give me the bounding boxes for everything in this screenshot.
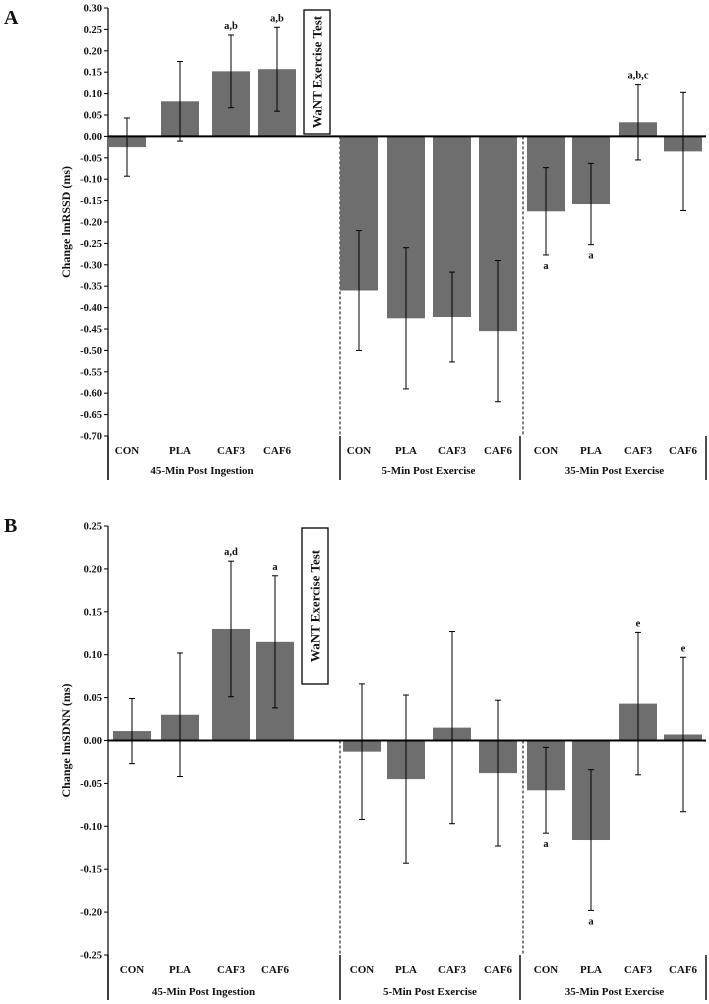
y-tick-label: 0.05 (84, 693, 102, 704)
category-label: CAF6 (261, 964, 290, 976)
category-label: CAF6 (263, 445, 292, 457)
y-tick-label: -0.65 (80, 410, 102, 421)
want-label: WaNT Exercise Test (308, 549, 323, 662)
category-label: CON (115, 445, 140, 457)
y-axis-title: Change lmSDNN (ms) (59, 683, 73, 797)
category-label: CAF3 (624, 445, 653, 457)
category-label: CON (120, 964, 145, 976)
y-tick-label: -0.20 (80, 908, 102, 919)
y-tick-label: -0.40 (80, 303, 102, 314)
significance-label: a,b (224, 21, 238, 32)
category-label: PLA (395, 445, 417, 457)
group-label: 35-Min Post Exercise (565, 465, 665, 477)
category-label: PLA (395, 964, 417, 976)
category-label: CAF6 (669, 445, 698, 457)
y-tick-label: -0.15 (80, 865, 102, 876)
category-label: PLA (169, 964, 191, 976)
y-tick-label: -0.70 (80, 432, 102, 443)
y-tick-label: 0.00 (84, 736, 102, 747)
category-label: PLA (580, 964, 602, 976)
group-label: 5-Min Post Exercise (383, 986, 477, 998)
y-tick-label: 0.25 (84, 522, 102, 533)
y-tick-label: -0.50 (80, 346, 102, 357)
category-label: CAF3 (217, 445, 246, 457)
y-tick-label: 0.30 (84, 4, 102, 15)
y-tick-label: -0.25 (80, 951, 102, 962)
y-axis-title: Change lmRSSD (ms) (59, 166, 73, 278)
y-tick-label: -0.60 (80, 389, 102, 400)
significance-label: a (543, 839, 549, 850)
panel-letter: A (4, 7, 19, 29)
category-label: CAF6 (669, 964, 698, 976)
y-tick-label: -0.35 (80, 282, 102, 293)
y-tick-label: -0.10 (80, 175, 102, 186)
significance-label: e (636, 618, 641, 629)
panel-letter: B (4, 515, 17, 537)
y-tick-label: -0.55 (80, 367, 102, 378)
category-label: CON (350, 964, 375, 976)
category-label: CAF6 (484, 964, 513, 976)
y-tick-label: -0.45 (80, 325, 102, 336)
y-tick-label: 0.15 (84, 607, 102, 618)
y-tick-label: -0.20 (80, 218, 102, 229)
category-label: CAF3 (438, 445, 467, 457)
y-tick-label: 0.00 (84, 132, 102, 143)
significance-label: a,b (270, 13, 284, 24)
y-tick-label: 0.25 (84, 25, 102, 36)
y-tick-label: -0.30 (80, 260, 102, 271)
category-label: CON (347, 445, 372, 457)
want-box (303, 9, 331, 135)
significance-label: a (272, 562, 278, 573)
y-tick-label: 0.15 (84, 68, 102, 79)
y-tick-label: 0.10 (84, 650, 102, 661)
category-label: PLA (580, 445, 602, 457)
y-tick-label: -0.05 (80, 779, 102, 790)
category-label: CAF3 (624, 964, 653, 976)
significance-label: a (588, 916, 594, 927)
significance-label: a (588, 251, 594, 262)
y-tick-label: 0.10 (84, 89, 102, 100)
group-label: 35-Min Post Exercise (565, 986, 665, 998)
category-label: PLA (169, 445, 191, 457)
category-label: CAF6 (484, 445, 513, 457)
group-label: 5-Min Post Exercise (382, 465, 476, 477)
y-tick-label: 0.20 (84, 46, 102, 57)
significance-label: a (543, 261, 549, 272)
category-label: CON (534, 964, 559, 976)
category-label: CON (534, 445, 559, 457)
y-tick-label: -0.10 (80, 822, 102, 833)
y-tick-label: -0.15 (80, 196, 102, 207)
significance-label: a,b,c (628, 71, 649, 82)
y-tick-label: -0.25 (80, 239, 102, 250)
y-tick-label: -0.05 (80, 153, 102, 164)
group-label: 45-Min Post Ingestion (152, 986, 255, 998)
y-tick-label: 0.05 (84, 111, 102, 122)
category-label: CAF3 (217, 964, 246, 976)
want-label: WaNT Exercise Test (310, 15, 325, 128)
significance-label: e (681, 643, 686, 654)
category-label: CAF3 (438, 964, 467, 976)
want-box (301, 527, 329, 685)
y-tick-label: 0.20 (84, 564, 102, 575)
significance-label: a,d (224, 547, 238, 558)
group-label: 45-Min Post Ingestion (150, 465, 253, 477)
